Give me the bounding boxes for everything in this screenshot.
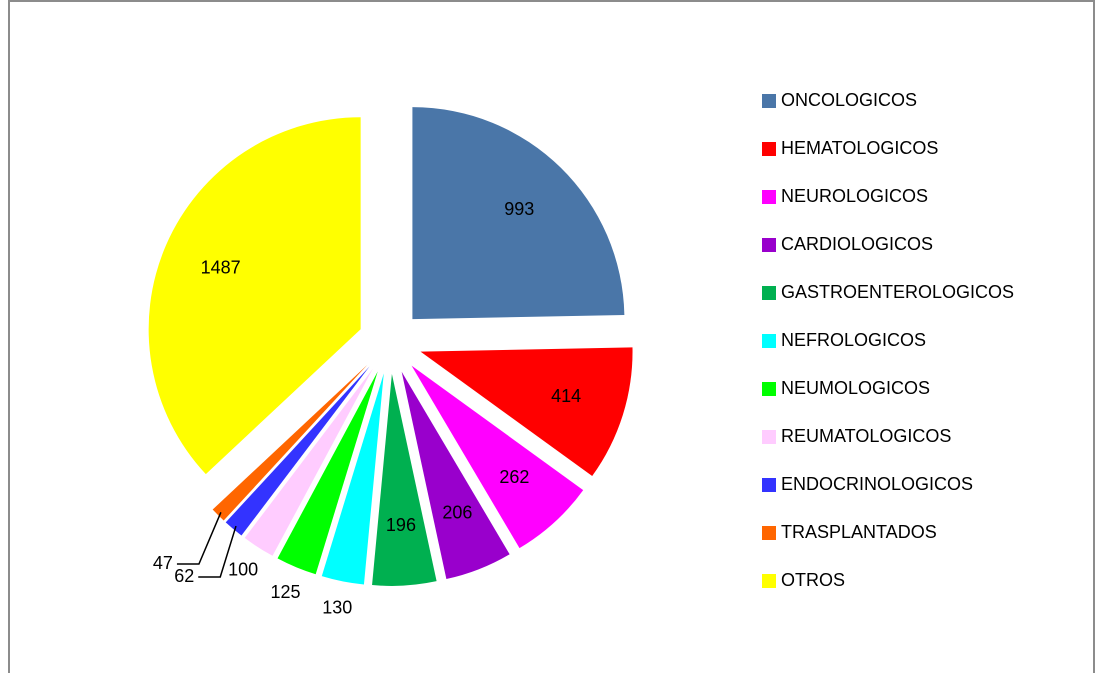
- pie-slice: [420, 347, 633, 476]
- legend-label: NEUMOLOGICOS: [781, 378, 930, 398]
- legend-swatch: [762, 574, 776, 588]
- legend-label: ENDOCRINOLOGICOS: [781, 474, 973, 494]
- pie-slice: [411, 365, 584, 549]
- data-label: 125: [270, 582, 300, 602]
- legend-label: GASTROENTEROLOGICOS: [781, 282, 1014, 302]
- data-label: 100: [228, 560, 258, 580]
- legend-swatch: [762, 526, 776, 540]
- pie-slice: [225, 366, 370, 536]
- pie-slice: [277, 371, 378, 575]
- legend-label: NEFROLOGICOS: [781, 330, 926, 350]
- pie-slice: [321, 373, 384, 585]
- legend-label: NEUROLOGICOS: [781, 186, 928, 206]
- pie-slice: [244, 368, 373, 556]
- leader-line: [198, 525, 237, 578]
- legend-swatch: [762, 190, 776, 204]
- legend-swatch: [762, 94, 776, 108]
- legend-swatch: [762, 478, 776, 492]
- leader-line: [176, 512, 222, 565]
- legend-label: REUMATOLOGICOS: [781, 426, 951, 446]
- legend-label: CARDIOLOGICOS: [781, 234, 933, 254]
- legend-swatch: [762, 382, 776, 396]
- data-label: 1487: [201, 257, 241, 277]
- legend-label: OTROS: [781, 570, 845, 590]
- data-label: 262: [499, 467, 529, 487]
- pie-slice: [148, 117, 361, 475]
- legend-swatch: [762, 430, 776, 444]
- pie-slice: [212, 364, 368, 521]
- data-label: 62: [174, 566, 194, 586]
- data-label: 130: [322, 598, 352, 618]
- data-label: 47: [153, 553, 173, 573]
- legend-swatch: [762, 238, 776, 252]
- legend-label: HEMATOLOGICOS: [781, 138, 938, 158]
- data-label: 206: [442, 503, 472, 523]
- pie-slice: [401, 371, 510, 580]
- legend-swatch: [762, 286, 776, 300]
- data-label: 196: [386, 515, 416, 535]
- pie-slice: [372, 373, 437, 586]
- data-label: 414: [551, 386, 581, 406]
- data-label: 993: [504, 199, 534, 219]
- legend-swatch: [762, 334, 776, 348]
- legend-swatch: [762, 142, 776, 156]
- pie-slice: [412, 107, 625, 320]
- legend-label: ONCOLOGICOS: [781, 90, 917, 110]
- legend-label: TRASPLANTADOS: [781, 522, 937, 542]
